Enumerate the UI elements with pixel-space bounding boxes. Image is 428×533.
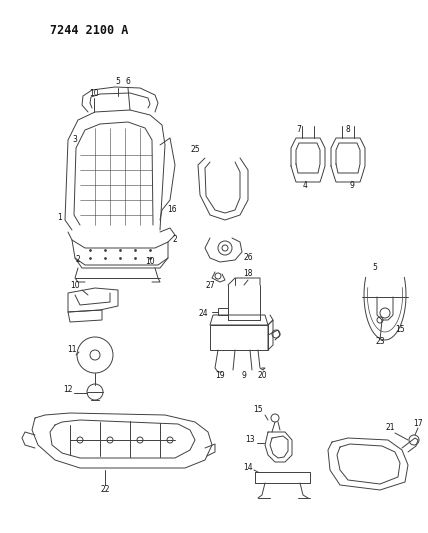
Text: 5: 5 bbox=[116, 77, 120, 86]
Text: 23: 23 bbox=[375, 337, 385, 346]
Text: 6: 6 bbox=[125, 77, 131, 86]
Text: 24: 24 bbox=[198, 309, 208, 318]
Text: 7: 7 bbox=[297, 125, 301, 134]
Text: 4: 4 bbox=[303, 181, 307, 190]
Text: 13: 13 bbox=[245, 435, 255, 445]
Text: 15: 15 bbox=[253, 406, 263, 415]
Text: 15: 15 bbox=[395, 326, 405, 335]
Text: 27: 27 bbox=[205, 280, 215, 289]
Text: 16: 16 bbox=[167, 206, 177, 214]
Text: 2: 2 bbox=[172, 236, 177, 245]
Text: 14: 14 bbox=[243, 464, 253, 472]
Text: 9: 9 bbox=[241, 370, 247, 379]
Text: 5: 5 bbox=[372, 263, 377, 272]
Text: 18: 18 bbox=[243, 270, 253, 279]
Text: 25: 25 bbox=[190, 146, 200, 155]
Text: 2: 2 bbox=[76, 255, 80, 264]
Text: 7244 2100 A: 7244 2100 A bbox=[50, 23, 128, 36]
Text: 12: 12 bbox=[63, 385, 73, 394]
Text: 26: 26 bbox=[243, 254, 253, 262]
Text: 20: 20 bbox=[257, 370, 267, 379]
Text: 10: 10 bbox=[70, 280, 80, 289]
Text: 10: 10 bbox=[145, 257, 155, 266]
Text: 21: 21 bbox=[385, 424, 395, 432]
Text: 1: 1 bbox=[58, 214, 62, 222]
Text: 3: 3 bbox=[73, 135, 77, 144]
Text: 17: 17 bbox=[413, 418, 423, 427]
Text: 8: 8 bbox=[346, 125, 351, 134]
Text: 9: 9 bbox=[350, 181, 354, 190]
Text: 11: 11 bbox=[67, 344, 77, 353]
Text: 19: 19 bbox=[215, 370, 225, 379]
Text: 22: 22 bbox=[100, 486, 110, 495]
Text: 10: 10 bbox=[89, 88, 99, 98]
